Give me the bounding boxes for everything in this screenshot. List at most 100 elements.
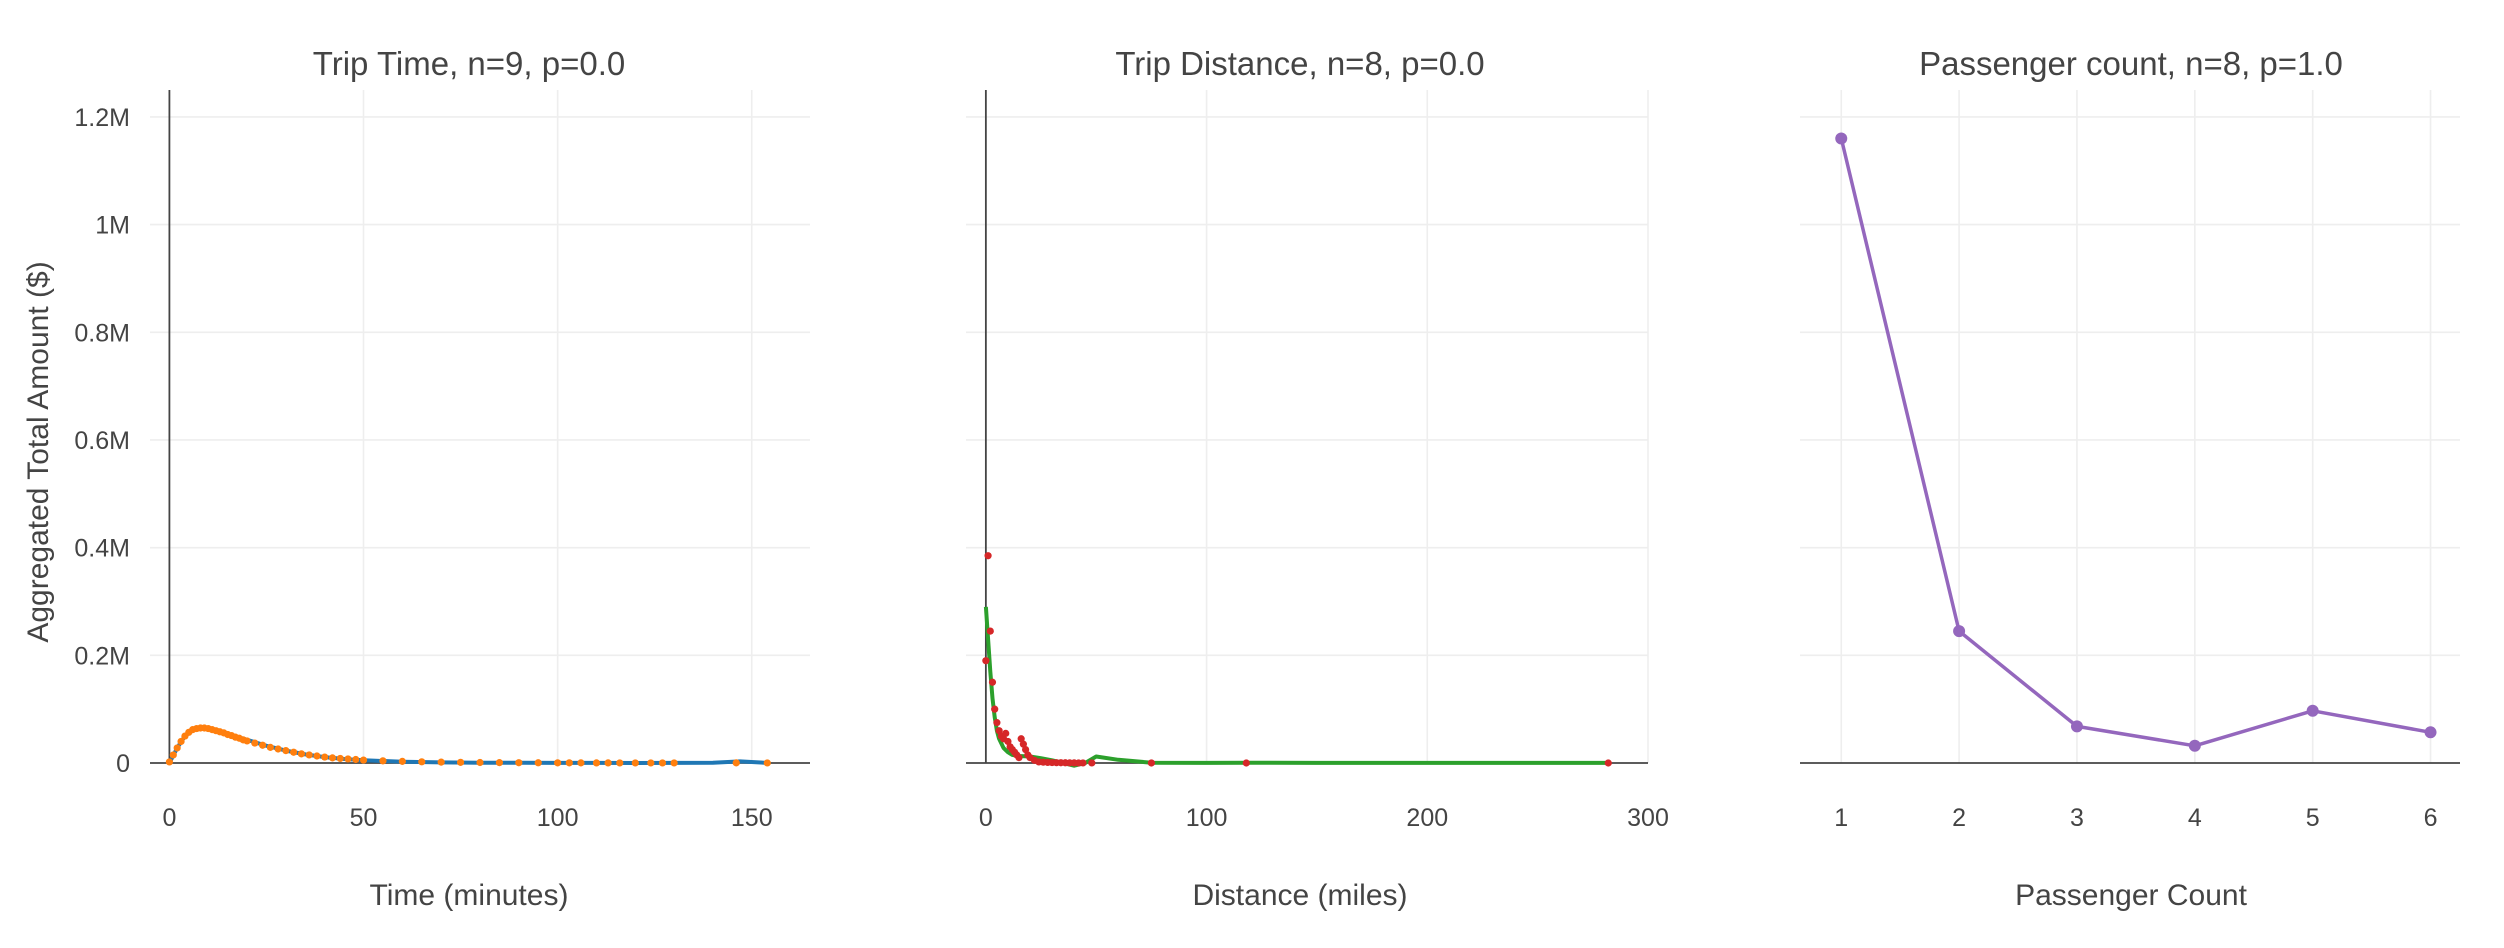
trip-time-series-2 [165, 724, 771, 767]
data-point [1017, 735, 1025, 743]
data-point [986, 627, 994, 635]
trip-time-title: Trip Time, n=9, p=0.0 [313, 45, 625, 82]
x-tick-label: 2 [1952, 804, 1966, 832]
data-point [995, 727, 1003, 735]
data-point [565, 759, 573, 767]
data-point [658, 759, 667, 767]
y-tick-label: 0.8M [74, 319, 130, 347]
x-tick-label: 100 [537, 804, 579, 832]
data-point [2070, 720, 2083, 733]
trip-time-x-axis-title: Time (minutes) [370, 879, 569, 912]
x-tick-label: 200 [1406, 804, 1448, 832]
data-point [1002, 729, 1010, 737]
x-tick-label: 3 [2070, 804, 2084, 832]
data-point [169, 751, 177, 759]
data-point [577, 759, 585, 767]
data-point [1835, 132, 1848, 145]
trip-time-grid [150, 90, 810, 763]
y-tick-label: 1.2M [74, 104, 130, 132]
x-tick-label: 0 [979, 804, 993, 832]
data-point [258, 741, 267, 749]
data-point [1004, 737, 1012, 746]
trip-distance-grid [966, 90, 1649, 763]
data-point [2424, 726, 2437, 739]
data-point [297, 750, 306, 758]
trip-distance-panel: Trip Distance, n=8, p=0.0 Distance (mile… [966, 45, 1669, 912]
x-tick-label: 4 [2188, 804, 2202, 832]
data-point [456, 758, 465, 766]
trip-distance-x-axis-title: Distance (miles) [1192, 879, 1407, 912]
data-point [352, 755, 360, 764]
data-point [515, 759, 523, 767]
trip-distance-series-1 [983, 606, 1609, 768]
data-point [165, 758, 174, 766]
data-point [647, 759, 655, 767]
data-point [763, 759, 771, 767]
data-point [476, 758, 484, 767]
data-point [321, 753, 329, 761]
data-point [359, 756, 368, 764]
y-tick-label: 0.6M [74, 427, 130, 455]
data-point [266, 743, 274, 751]
data-point [173, 744, 181, 752]
data-point [616, 759, 624, 767]
x-tick-label: 150 [731, 804, 773, 832]
data-point [991, 705, 999, 713]
data-point [398, 757, 406, 765]
data-point [2188, 739, 2201, 752]
trip-distance-title: Trip Distance, n=8, p=0.0 [1115, 45, 1484, 82]
data-point [1953, 625, 1966, 638]
x-tick-label: 100 [1186, 804, 1228, 832]
data-point [418, 758, 426, 766]
y-tick-label: 0 [116, 750, 130, 778]
data-point [631, 759, 639, 767]
data-point [984, 552, 992, 560]
data-point [437, 758, 445, 766]
x-tick-label: 300 [1627, 804, 1669, 832]
trip-time-panel: Trip Time, n=9, p=0.0 Time (minutes) 0 0.… [74, 45, 810, 912]
trip-distance-series-2 [982, 552, 1612, 767]
data-point [495, 759, 504, 767]
data-point [313, 752, 321, 760]
x-tick-label: 1 [1834, 804, 1848, 832]
data-point [336, 754, 344, 763]
data-point [988, 678, 997, 686]
data-point [1242, 759, 1250, 767]
passenger-count-panel: Passenger count, n=8, p=1.0 Passenger Co… [1800, 45, 2460, 912]
series-line [983, 606, 1609, 768]
y-tick-label: 1M [95, 212, 130, 240]
passenger-count-title: Passenger count, n=8, p=1.0 [1919, 45, 2343, 82]
data-point [554, 759, 562, 767]
data-point [282, 747, 290, 755]
data-point [982, 657, 990, 665]
passenger-count-grid [1800, 90, 2460, 763]
x-tick-label: 6 [2424, 804, 2438, 832]
data-point [1079, 759, 1087, 767]
data-point [2306, 704, 2319, 717]
data-point [243, 737, 251, 745]
data-point [274, 745, 282, 753]
x-tick-label: 0 [162, 804, 176, 832]
data-point [305, 751, 313, 759]
data-point [1147, 759, 1155, 767]
data-point [344, 755, 352, 763]
data-point [592, 759, 601, 767]
data-point [732, 759, 740, 767]
data-point [534, 759, 542, 767]
x-tick-label: 5 [2306, 804, 2320, 832]
y-tick-label: 0.2M [74, 642, 130, 670]
data-point [670, 759, 678, 767]
data-point [1088, 759, 1096, 767]
data-point [604, 759, 612, 767]
y-axis-title: Aggregated Total Amount ($) [22, 261, 55, 642]
data-point [1015, 754, 1023, 762]
data-point [328, 754, 337, 762]
y-tick-label: 0.4M [74, 535, 130, 563]
x-tick-label: 50 [350, 804, 378, 832]
data-point [1019, 740, 1027, 748]
data-point [379, 757, 387, 765]
data-point [1604, 759, 1612, 767]
data-point [177, 737, 185, 746]
data-point [290, 748, 298, 756]
